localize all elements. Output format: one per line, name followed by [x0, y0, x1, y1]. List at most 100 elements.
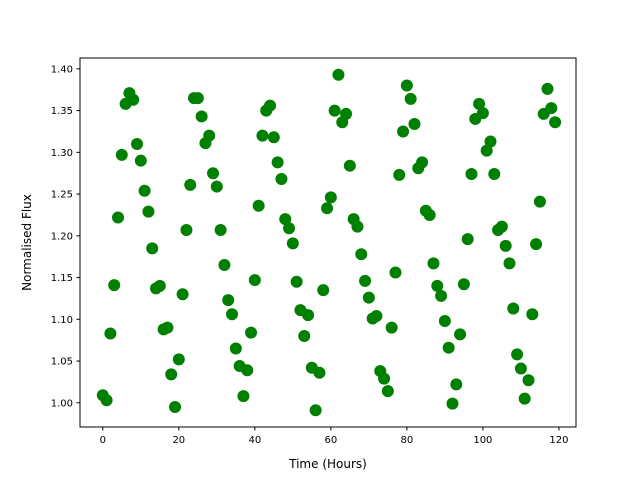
x-tick-label: 100 [473, 435, 492, 446]
data-point [283, 222, 296, 235]
data-point [203, 129, 216, 142]
data-point [138, 184, 151, 197]
data-point [218, 259, 231, 272]
data-point [545, 102, 558, 115]
data-point [321, 202, 334, 215]
data-point [389, 266, 402, 279]
data-point [351, 220, 364, 233]
data-point [207, 167, 220, 180]
data-point [226, 308, 239, 321]
data-point [526, 308, 539, 321]
data-point [115, 148, 128, 161]
data-point [180, 223, 193, 236]
data-point [393, 168, 406, 181]
data-point [324, 191, 337, 204]
data-point [267, 131, 280, 144]
data-point [404, 92, 417, 105]
data-point [397, 125, 410, 138]
y-tick-label: 1.30 [51, 148, 73, 159]
data-point [454, 328, 467, 341]
data-point [480, 144, 493, 157]
data-point [146, 242, 159, 255]
data-point [473, 97, 486, 110]
y-tick-label: 1.25 [51, 190, 73, 201]
y-axis-label: Normalised Flux [20, 194, 34, 291]
y-tick-label: 1.05 [51, 357, 73, 368]
data-point [290, 275, 303, 288]
data-point [507, 302, 520, 315]
data-point [378, 372, 391, 385]
x-axis-ticks: 0 20 40 60 80 100 120 [100, 427, 568, 446]
x-tick-label: 0 [100, 435, 106, 446]
y-axis-ticks: 1.00 1.05 1.10 1.15 1.20 1.25 1.30 1.35 1.40 [51, 64, 80, 409]
plot-frame [79, 57, 577, 428]
data-point [332, 68, 345, 81]
data-point [279, 213, 292, 226]
data-point [184, 178, 197, 191]
y-tick-label: 1.35 [51, 106, 73, 117]
data-point [503, 257, 516, 270]
data-point [495, 220, 508, 233]
data-point [210, 180, 223, 193]
data-point [435, 289, 448, 302]
data-point [252, 199, 265, 212]
data-point [108, 279, 121, 292]
data-point [541, 82, 554, 95]
data-point [172, 353, 185, 366]
data-point [256, 129, 269, 142]
data-point [271, 156, 284, 169]
data-point [131, 137, 144, 150]
x-axis-label: Time (Hours) [288, 457, 367, 471]
data-point [317, 284, 330, 297]
data-point [153, 279, 166, 292]
data-point [362, 291, 375, 304]
data-point [484, 135, 497, 148]
data-point [511, 348, 524, 361]
data-point [275, 173, 288, 186]
data-point [408, 117, 421, 130]
data-point [161, 321, 174, 334]
data-point [176, 288, 189, 301]
data-point [165, 368, 178, 381]
data-point [518, 392, 531, 405]
data-point [134, 154, 147, 167]
data-point [104, 327, 117, 340]
data-point [533, 195, 546, 208]
data-point [400, 79, 413, 92]
data-point [248, 274, 261, 287]
data-point [423, 208, 436, 221]
y-tick-label: 1.40 [51, 64, 73, 75]
data-point [237, 390, 250, 403]
data-point [530, 238, 543, 251]
data-point [328, 104, 341, 117]
data-point [499, 239, 512, 252]
y-tick-label: 1.15 [51, 273, 73, 284]
x-tick-label: 20 [172, 435, 185, 446]
data-point [359, 274, 372, 287]
data-point [286, 237, 299, 250]
data-point [385, 321, 398, 334]
data-point [100, 394, 113, 407]
data-point [355, 248, 368, 261]
data-point [431, 279, 444, 292]
data-point [343, 159, 356, 172]
data-point [127, 93, 140, 106]
data-point [214, 223, 227, 236]
data-point [457, 278, 470, 291]
data-point [465, 168, 478, 181]
data-point [438, 314, 451, 327]
y-tick-label: 1.10 [51, 315, 73, 326]
data-point [142, 205, 155, 218]
data-point [245, 326, 258, 339]
data-point [450, 378, 463, 391]
data-point [442, 341, 455, 354]
y-tick-label: 1.00 [51, 398, 73, 409]
data-point [522, 374, 535, 387]
data-point [446, 397, 459, 410]
data-point [461, 233, 474, 246]
data-point [370, 309, 383, 322]
data-point [549, 116, 562, 129]
data-point [381, 385, 394, 398]
data-point [416, 156, 429, 169]
